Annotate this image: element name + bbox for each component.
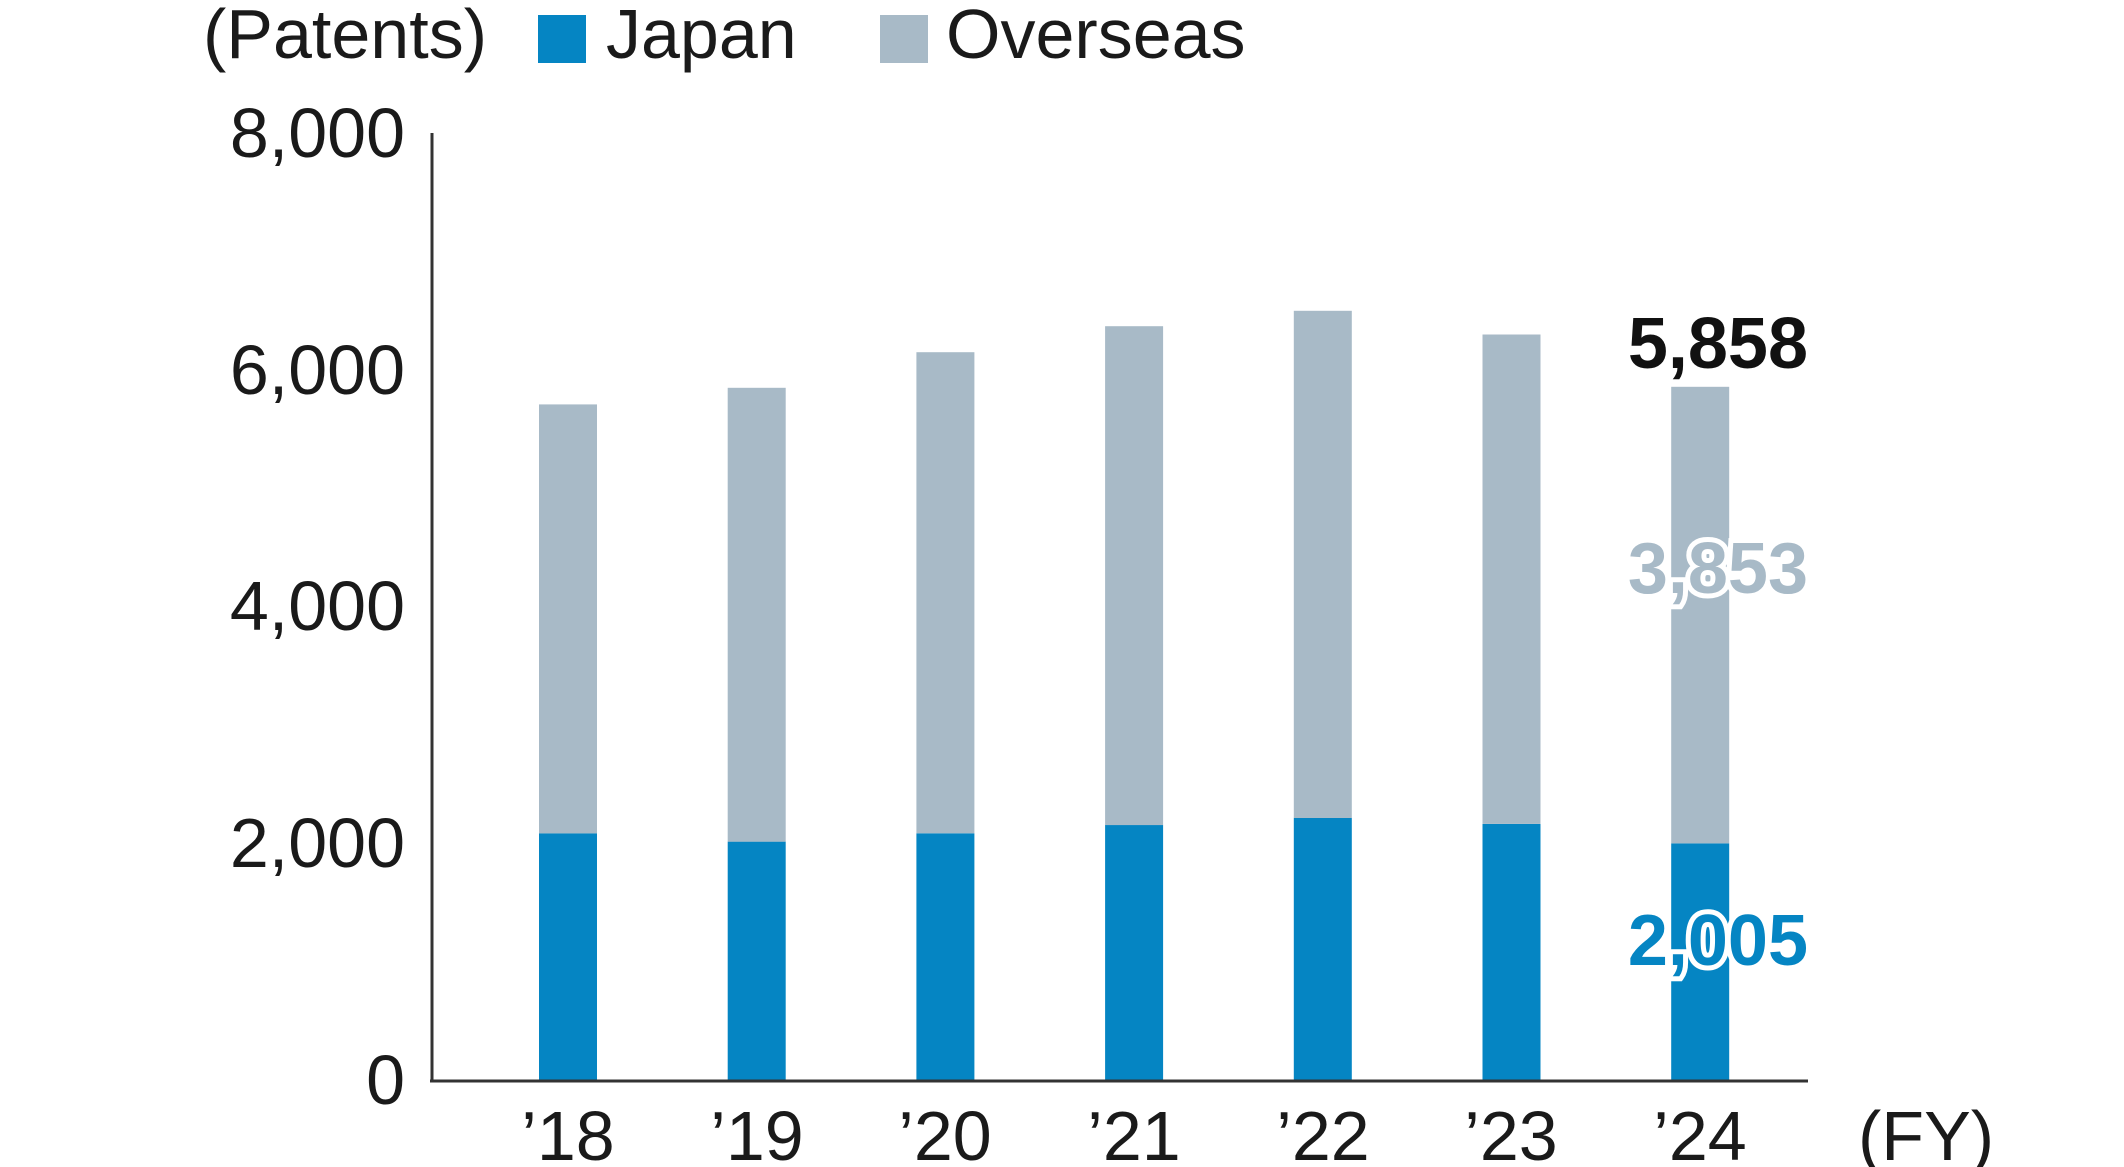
bar-segment-japan <box>1293 817 1352 1081</box>
x-tick-label: ’18 <box>521 1097 614 1167</box>
x-tick-label: ’24 <box>1653 1097 1746 1167</box>
bar-segment-overseas <box>1482 334 1541 824</box>
x-tick-label: ’19 <box>710 1097 803 1167</box>
x-unit-label: (FY) <box>1858 1097 1994 1167</box>
y-axis-ticks: 0 2,000 4,000 6,000 8,000 <box>230 94 405 1119</box>
y-tick-label: 6,000 <box>230 331 405 409</box>
data-label-japan: 2,005 <box>1628 901 1808 981</box>
bar-segment-overseas <box>1671 386 1730 844</box>
bar-segment-japan <box>916 833 975 1081</box>
bar-segment-japan <box>1671 843 1730 1081</box>
bar-segment-overseas <box>1293 310 1352 818</box>
bar-segment-overseas <box>727 387 786 842</box>
bar-segment-overseas <box>539 404 597 834</box>
legend-label-overseas: Overseas <box>946 0 1246 73</box>
x-tick-label: ’20 <box>898 1097 991 1167</box>
x-tick-label: ’21 <box>1087 1097 1180 1167</box>
bar-segment-overseas <box>1105 326 1164 826</box>
bar-segment-japan <box>539 833 597 1081</box>
x-tick-label: ’23 <box>1464 1097 1557 1167</box>
y-tick-label: 2,000 <box>230 804 405 882</box>
bar-segment-japan <box>1105 825 1164 1081</box>
y-tick-label: 0 <box>366 1041 405 1119</box>
data-label-overseas: 3,853 <box>1628 529 1808 609</box>
data-labels: 5,858 3,853 2,005 <box>1623 299 1813 986</box>
data-label-total: 5,858 <box>1628 304 1808 384</box>
bar-series <box>539 310 1730 1081</box>
legend-swatch-japan <box>538 15 586 63</box>
bar-segment-japan <box>727 841 786 1081</box>
legend-swatch-overseas <box>880 15 928 63</box>
x-tick-label: ’22 <box>1276 1097 1369 1167</box>
y-tick-label: 4,000 <box>230 567 405 645</box>
y-tick-label: 8,000 <box>230 94 405 172</box>
y-unit-label: (Patents) <box>203 0 487 73</box>
bar-segment-japan <box>1482 823 1541 1081</box>
x-axis-ticks: ’18 ’19 ’20 ’21 ’22 ’23 ’24 (FY) <box>521 1097 1994 1167</box>
bar-segment-overseas <box>916 352 975 834</box>
chart-legend: (Patents) Japan Overseas <box>203 0 1246 73</box>
legend-label-japan: Japan <box>606 0 797 73</box>
